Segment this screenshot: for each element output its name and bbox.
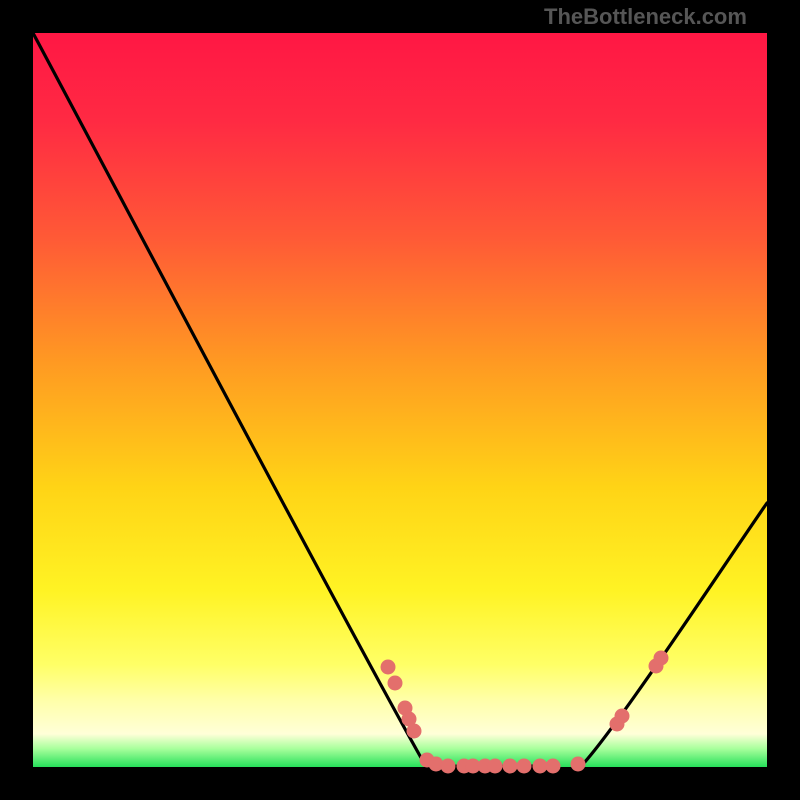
canvas-root: TheBottleneck.com	[0, 0, 800, 800]
data-marker	[571, 757, 586, 772]
curve-layer	[33, 33, 767, 767]
data-marker	[654, 651, 669, 666]
data-marker	[503, 759, 518, 774]
watermark-text: TheBottleneck.com	[544, 4, 747, 30]
data-marker	[517, 759, 532, 774]
plot-area	[33, 33, 767, 767]
data-marker	[388, 676, 403, 691]
data-marker	[381, 660, 396, 675]
data-marker	[615, 709, 630, 724]
data-marker	[546, 759, 561, 774]
data-marker	[488, 759, 503, 774]
data-marker	[533, 759, 548, 774]
data-markers	[381, 651, 669, 774]
data-marker	[407, 724, 422, 739]
data-marker	[441, 759, 456, 774]
